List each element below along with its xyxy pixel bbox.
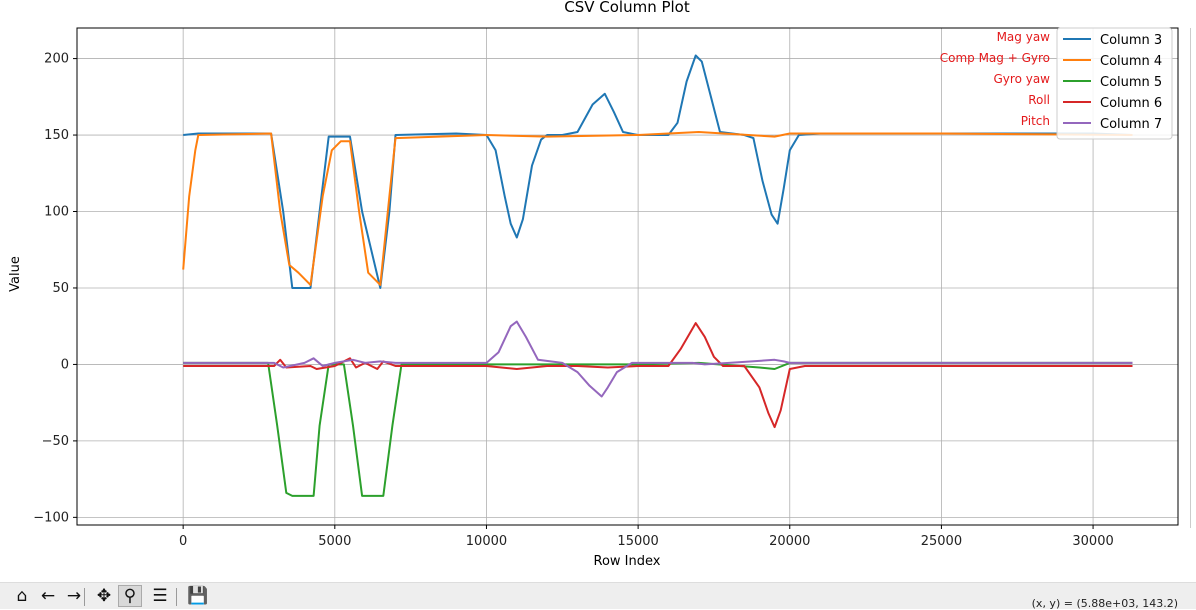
x-tick-label: 25000	[921, 534, 962, 549]
y-tick-label: −50	[42, 434, 69, 449]
arrow-right-icon: →	[66, 586, 82, 606]
home-button[interactable]: ⌂	[10, 585, 34, 607]
plot-canvas[interactable]: CSV Column Plot 0 5000 10000 15000 20000 2500…	[0, 0, 1196, 582]
toolbar-separator	[84, 588, 85, 606]
zoom-button[interactable]: ⚲	[118, 585, 142, 607]
series-annotation: Comp Mag + Gyro	[940, 51, 1050, 65]
x-tick-label: 20000	[769, 534, 810, 549]
home-icon: ⌂	[16, 586, 28, 606]
configure-subplots-button[interactable]: ☰	[148, 585, 172, 607]
floppy-disk-icon: 💾	[187, 586, 209, 606]
x-tick-label: 5000	[318, 534, 351, 549]
series-annotation: Gyro yaw	[994, 72, 1051, 86]
window-edge	[1190, 28, 1196, 528]
series-line-column-6	[183, 322, 1133, 429]
plot-frame	[76, 27, 1179, 526]
legend-box	[1056, 27, 1173, 140]
series-line-column-7	[183, 320, 1133, 398]
sliders-icon: ☰	[152, 586, 168, 606]
series-line-column-3	[183, 54, 1133, 289]
coordinate-readout: (x, y) = (5.88e+03, 143.2)	[1031, 597, 1178, 610]
series-annotation: Roll	[1028, 93, 1050, 107]
x-tick-label: 15000	[617, 534, 658, 549]
navigation-toolbar: ⌂ ← → ✥ ⚲ ☰ 💾 (x, y) = (5.88e+03, 143.2)	[0, 582, 1196, 610]
series-annotation: Pitch	[1021, 114, 1050, 128]
pan-button[interactable]: ✥	[92, 585, 116, 607]
save-button[interactable]: 💾	[186, 585, 210, 607]
y-tick-label: −100	[33, 510, 69, 525]
y-tick-label: 50	[52, 281, 69, 296]
y-tick-label: 200	[44, 52, 69, 67]
forward-button[interactable]: →	[62, 585, 86, 607]
toolbar-separator	[176, 588, 177, 606]
x-tick-label: 30000	[1072, 534, 1113, 549]
legend-label: Column 5	[1100, 75, 1162, 90]
y-tick-label: 100	[44, 205, 69, 220]
arrow-left-icon: ←	[40, 586, 56, 606]
move-icon: ✥	[96, 586, 112, 606]
legend-label: Column 7	[1100, 117, 1162, 132]
back-button[interactable]: ←	[36, 585, 60, 607]
y-tick-label: 0	[61, 357, 69, 372]
x-axis-label: Row Index	[594, 554, 661, 569]
magnifier-icon: ⚲	[123, 586, 137, 606]
series-annotation: Mag yaw	[997, 30, 1051, 44]
legend-label: Column 3	[1100, 33, 1162, 48]
series-line-column-4	[182, 131, 1133, 286]
legend-label: Column 6	[1100, 96, 1162, 111]
legend-label: Column 4	[1100, 54, 1162, 69]
line-chart[interactable]: CSV Column Plot 0 5000 10000 15000 20000 2500…	[0, 0, 1196, 582]
x-tick-label: 0	[179, 534, 187, 549]
chart-title: CSV Column Plot	[564, 0, 690, 16]
y-tick-label: 150	[44, 128, 69, 143]
series-line-column-5	[183, 361, 1133, 497]
x-tick-label: 10000	[466, 534, 507, 549]
y-axis-label: Value	[8, 256, 23, 292]
